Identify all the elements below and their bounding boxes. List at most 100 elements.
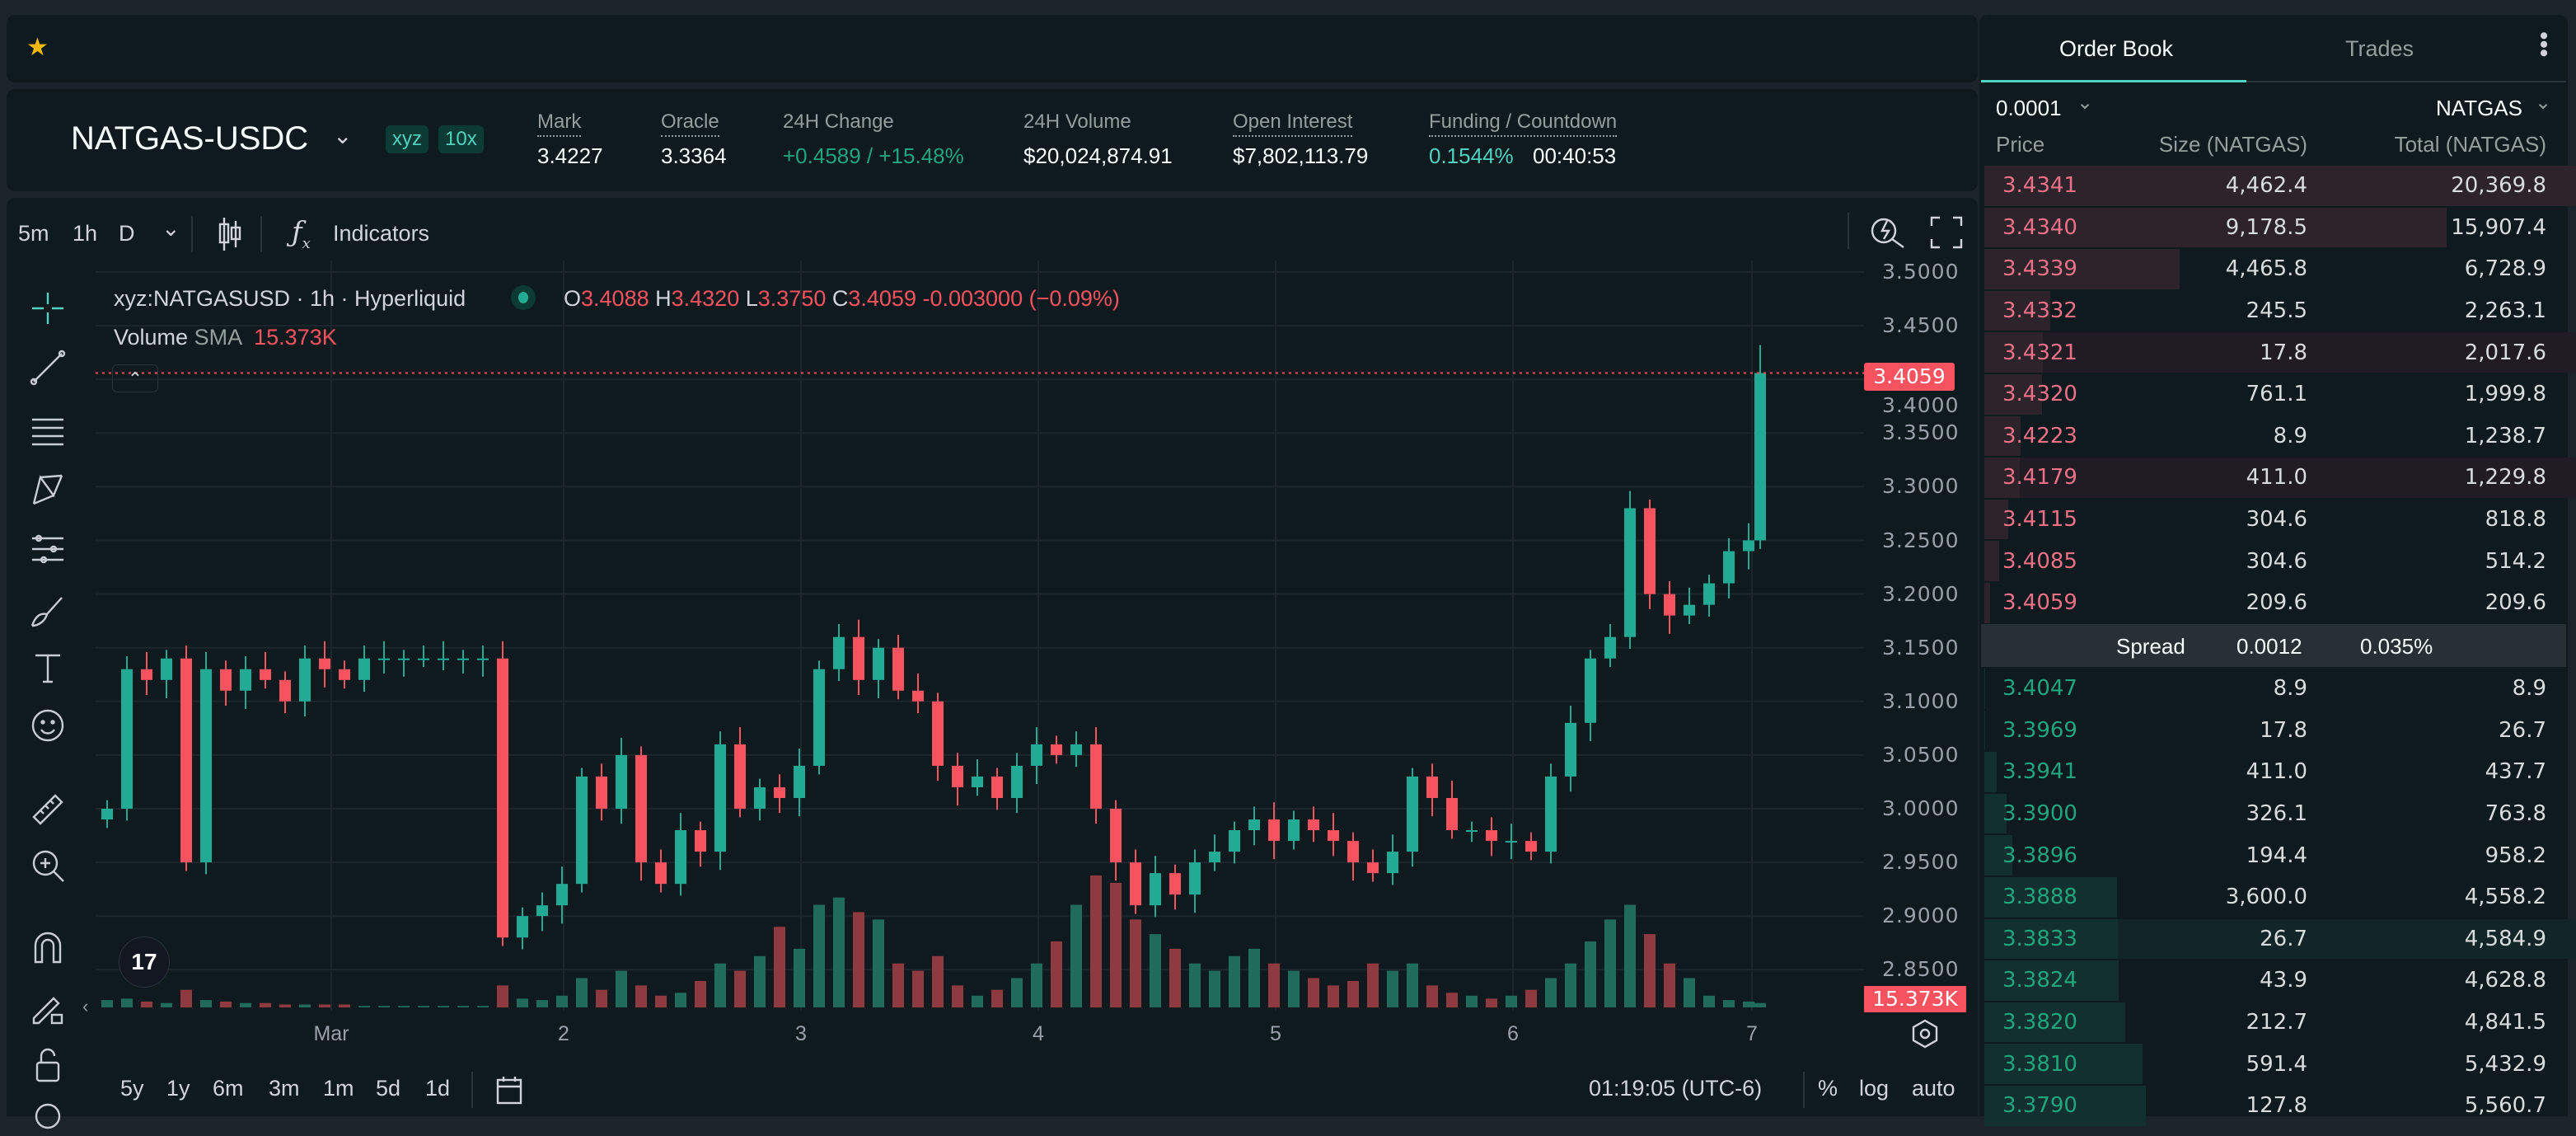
legend-ohlc: O3.4088 H3.4320 L3.3750 C3.4059 -0.00300…: [564, 286, 1120, 312]
volume-bar: [1268, 964, 1280, 1007]
volume-value: $20,024,874.91: [1023, 143, 1173, 169]
y-tick-label: 2.9000: [1882, 904, 1959, 927]
tab-trades[interactable]: Trades: [2345, 36, 2414, 62]
more-options-icon[interactable]: •••: [2538, 31, 2548, 58]
indicators-button[interactable]: Indicators: [333, 221, 429, 246]
lock-icon[interactable]: [28, 1045, 68, 1085]
interval-1h[interactable]: 1h: [73, 221, 97, 246]
fx-icon[interactable]: ƒx: [292, 216, 311, 252]
volume-bar: [576, 978, 588, 1007]
volume-bar: [438, 1006, 449, 1007]
lock-drawing-icon[interactable]: [28, 988, 68, 1027]
star-icon[interactable]: ★: [26, 33, 49, 62]
chevron-down-icon[interactable]: ⌄: [333, 122, 352, 149]
collapse-legend-button[interactable]: ⌃: [112, 364, 158, 392]
auto-toggle[interactable]: auto: [1912, 1076, 1955, 1101]
total: 763.8: [2485, 801, 2546, 826]
chevron-down-icon[interactable]: ⌄: [2535, 91, 2551, 115]
collapse-toolbar-icon[interactable]: ‹: [82, 996, 88, 1017]
price: 3.3900: [2002, 801, 2077, 826]
price: 3.4340: [2002, 215, 2077, 240]
price: 3.3888: [2002, 885, 2077, 909]
open-interest-value: $7,802,113.79: [1233, 143, 1368, 169]
zoom-in-icon[interactable]: [28, 846, 68, 885]
price: 3.4320: [2002, 382, 2077, 406]
tab-order-book[interactable]: Order Book: [2059, 36, 2173, 62]
brush-icon[interactable]: [28, 590, 68, 630]
candle-body: [260, 669, 271, 680]
text-icon[interactable]: [28, 648, 68, 688]
market-symbol[interactable]: NATGAS-USDC: [71, 120, 308, 157]
volume-bar: [1031, 964, 1042, 1007]
unit-select[interactable]: NATGAS: [2436, 96, 2522, 121]
log-toggle[interactable]: log: [1859, 1076, 1889, 1101]
candle-body: [1703, 584, 1715, 605]
volume-bar: [101, 1000, 113, 1007]
volume-sma-tag: 15.373K: [1864, 986, 1966, 1012]
chevron-down-icon[interactable]: ⌄: [2077, 91, 2093, 115]
interval-d[interactable]: D: [119, 221, 135, 246]
price: 3.3833: [2002, 927, 2077, 951]
price-chart[interactable]: [96, 261, 1864, 1011]
tradingview-logo[interactable]: 17: [119, 936, 170, 988]
candles-icon[interactable]: [216, 216, 244, 256]
price: 3.3896: [2002, 843, 2077, 868]
chevron-down-icon[interactable]: ⌄: [162, 216, 180, 242]
volume-bar: [517, 998, 528, 1007]
candle-body: [1604, 637, 1616, 659]
range-5d[interactable]: 5d: [376, 1076, 400, 1101]
volume-bar: [1130, 919, 1141, 1007]
fullscreen-icon[interactable]: [1930, 216, 1963, 253]
horizontal-lines-icon[interactable]: [28, 411, 68, 450]
clock-time[interactable]: 01:19:05 (UTC-6): [1589, 1076, 1762, 1101]
candle-body: [438, 659, 449, 660]
percent-toggle[interactable]: %: [1818, 1076, 1838, 1101]
interval-5m[interactable]: 5m: [18, 221, 49, 246]
range-5y[interactable]: 5y: [120, 1076, 144, 1101]
settings-gear-icon[interactable]: [1910, 1019, 1940, 1053]
range-3m[interactable]: 3m: [269, 1076, 300, 1101]
range-6m[interactable]: 6m: [213, 1076, 244, 1101]
range-1y[interactable]: 1y: [166, 1076, 190, 1101]
forecast-icon[interactable]: [28, 529, 68, 569]
crosshair-icon[interactable]: [28, 289, 68, 328]
spread-label: Spread: [2116, 634, 2185, 660]
quick-search-icon[interactable]: [1867, 213, 1907, 256]
calendar-icon[interactable]: [493, 1073, 526, 1110]
tick-size-select[interactable]: 0.0001: [1996, 96, 2062, 121]
size: 245.5: [2246, 298, 2307, 323]
pattern-icon[interactable]: [28, 470, 68, 509]
sma-value: 15.373K: [254, 325, 337, 350]
emoji-icon[interactable]: [28, 706, 68, 745]
candle-body: [576, 777, 588, 884]
trend-line-icon[interactable]: [28, 348, 68, 387]
candle-body: [1565, 723, 1576, 777]
range-1d[interactable]: 1d: [425, 1076, 450, 1101]
ruler-icon[interactable]: [28, 790, 68, 829]
range-1m[interactable]: 1m: [323, 1076, 354, 1101]
magnet-icon[interactable]: [28, 928, 68, 968]
visibility-icon[interactable]: [28, 1096, 68, 1136]
